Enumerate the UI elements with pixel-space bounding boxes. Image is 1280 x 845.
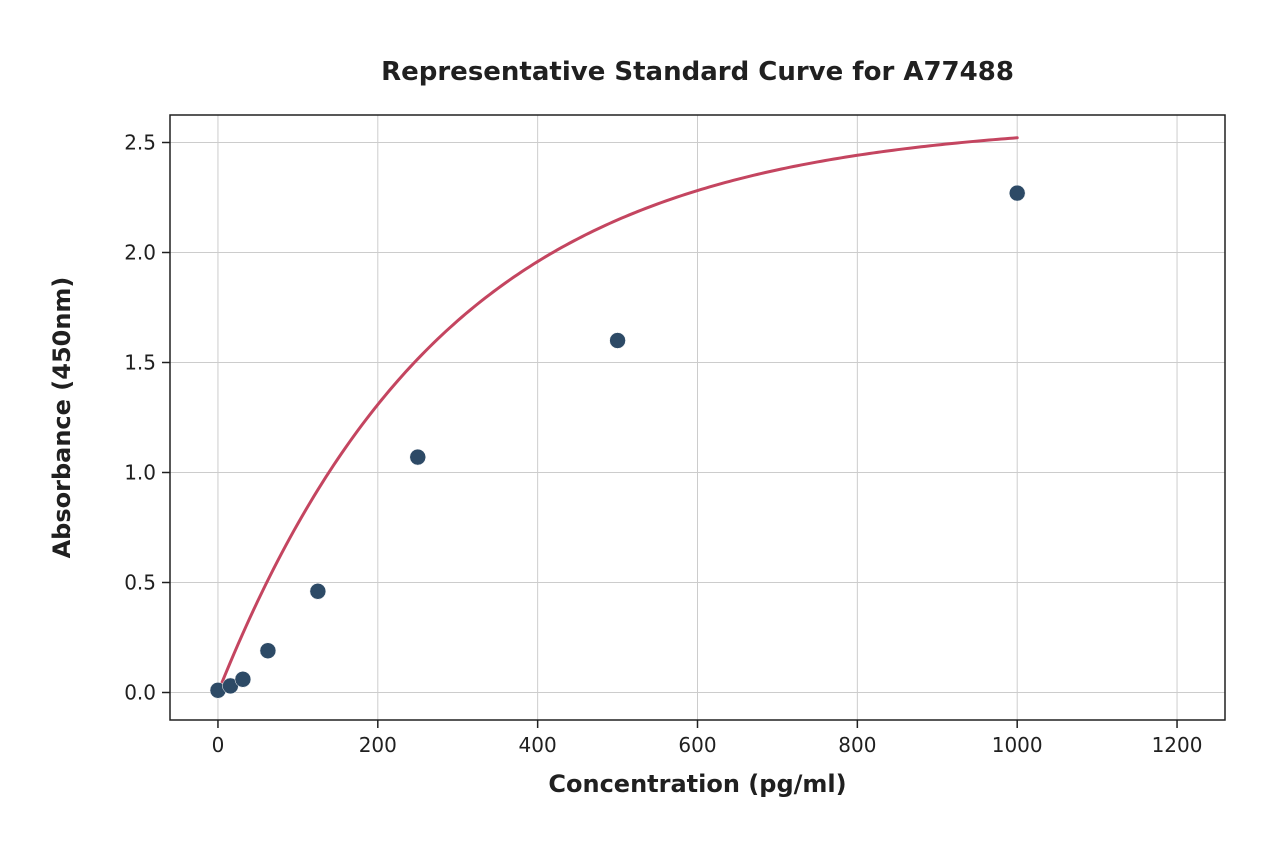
x-tick-label: 0 xyxy=(212,733,225,757)
chart-background xyxy=(0,0,1280,845)
data-point xyxy=(260,643,276,659)
x-tick-label: 1000 xyxy=(992,733,1043,757)
x-tick-label: 800 xyxy=(838,733,876,757)
y-tick-label: 0.0 xyxy=(124,681,156,705)
data-point xyxy=(610,333,626,349)
y-tick-label: 2.0 xyxy=(124,241,156,265)
y-tick-label: 0.5 xyxy=(124,571,156,595)
y-tick-label: 1.0 xyxy=(124,461,156,485)
chart-container: 0 200 400 600 800 1000 1200 0.0 0.5 1.0 1.5 2.0 2.5… xyxy=(0,0,1280,845)
chart-svg: 0 200 400 600 800 1000 1200 0.0 0.5 1.0 1.5 2.0 2.5… xyxy=(0,0,1280,845)
y-tick-label: 1.5 xyxy=(124,351,156,375)
x-tick-label: 200 xyxy=(359,733,397,757)
data-point xyxy=(410,449,426,465)
data-point xyxy=(1009,185,1025,201)
chart-title: Representative Standard Curve for A77488 xyxy=(381,57,1014,87)
x-axis-label: Concentration (pg/ml) xyxy=(548,770,846,798)
x-tick-label: 1200 xyxy=(1152,733,1203,757)
x-tick-label: 400 xyxy=(519,733,557,757)
data-point xyxy=(235,671,251,687)
x-tick-label: 600 xyxy=(678,733,716,757)
y-tick-label: 2.5 xyxy=(124,131,156,155)
data-point xyxy=(310,583,326,599)
y-axis-label: Absorbance (450nm) xyxy=(48,277,76,559)
